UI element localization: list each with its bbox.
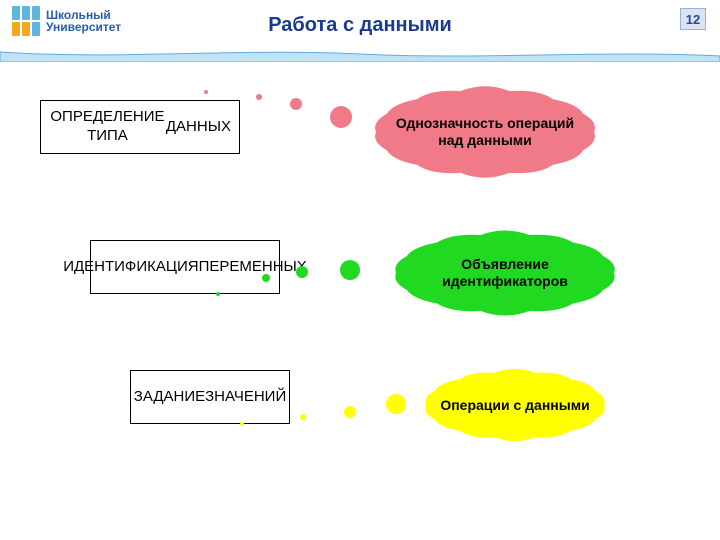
trail-dot xyxy=(240,422,244,426)
trail-dot xyxy=(300,414,306,420)
box-ident: ИДЕНТИФИКАЦИЯПЕРЕМЕННЫХ xyxy=(90,240,280,294)
box-type: ОПРЕДЕЛЕНИЕ ТИПАДАННЫХ xyxy=(40,100,240,154)
trail-dot xyxy=(386,394,406,414)
trail-dot xyxy=(340,260,360,280)
page-title: Работа с данными xyxy=(0,14,720,37)
cloud-declare: Объявление идентификаторов xyxy=(390,228,620,318)
cloud-declare-label: Объявление идентификаторов xyxy=(390,228,620,318)
trail-dot xyxy=(216,292,220,296)
content-area: ОПРЕДЕЛЕНИЕ ТИПАДАННЫХ ИДЕНТИФИКАЦИЯПЕРЕМ… xyxy=(0,70,720,540)
trail-dot xyxy=(290,98,302,110)
cloud-ops: Операции с данными xyxy=(420,366,610,444)
cloud-unique-label: Однозначность операций над данными xyxy=(370,84,600,180)
trail-dot xyxy=(330,106,352,128)
trail-dot xyxy=(262,274,270,282)
page-number: 12 xyxy=(680,8,706,30)
trail-dot xyxy=(296,266,308,278)
cloud-ops-label: Операции с данными xyxy=(420,366,610,444)
slide-header: Школьный Университет Работа с данными 12 xyxy=(0,0,720,60)
header-ribbon xyxy=(0,48,720,62)
trail-dot xyxy=(344,406,356,418)
cloud-unique: Однозначность операций над данными xyxy=(370,84,600,180)
trail-dot xyxy=(256,94,262,100)
box-val: ЗАДАНИЕЗНАЧЕНИЙ xyxy=(130,370,290,424)
trail-dot xyxy=(204,90,208,94)
